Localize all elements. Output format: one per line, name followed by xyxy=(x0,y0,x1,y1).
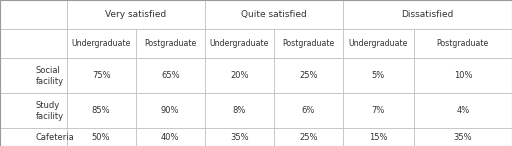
Text: Study
facility: Study facility xyxy=(36,101,64,121)
Bar xyxy=(274,128,343,146)
Bar xyxy=(414,29,512,58)
Text: 90%: 90% xyxy=(161,106,180,115)
Text: Quite satisfied: Quite satisfied xyxy=(241,10,307,19)
Text: 25%: 25% xyxy=(299,133,318,142)
Text: 4%: 4% xyxy=(456,106,470,115)
Bar xyxy=(136,58,205,93)
Bar xyxy=(205,58,274,93)
Bar xyxy=(136,128,205,146)
Bar xyxy=(274,58,343,93)
Text: 6%: 6% xyxy=(302,106,315,115)
Text: 75%: 75% xyxy=(92,71,111,80)
Bar xyxy=(67,128,136,146)
Text: 65%: 65% xyxy=(161,71,180,80)
Text: Undergraduate: Undergraduate xyxy=(72,39,131,48)
Text: Dissatisfied: Dissatisfied xyxy=(401,10,454,19)
Bar xyxy=(414,128,512,146)
Bar xyxy=(0,29,67,58)
Bar xyxy=(67,0,205,29)
Text: Postgraduate: Postgraduate xyxy=(144,39,197,48)
Bar xyxy=(67,93,136,128)
Text: 20%: 20% xyxy=(230,71,249,80)
Bar xyxy=(0,128,67,146)
Text: Postgraduate: Postgraduate xyxy=(437,39,489,48)
Text: 5%: 5% xyxy=(372,71,385,80)
Text: Very satisfied: Very satisfied xyxy=(105,10,166,19)
Bar xyxy=(343,29,414,58)
Text: 15%: 15% xyxy=(369,133,388,142)
Text: 85%: 85% xyxy=(92,106,111,115)
Text: 35%: 35% xyxy=(454,133,472,142)
Bar xyxy=(205,93,274,128)
Bar xyxy=(136,29,205,58)
Text: 10%: 10% xyxy=(454,71,472,80)
Text: Undergraduate: Undergraduate xyxy=(349,39,408,48)
Text: Social
facility: Social facility xyxy=(36,66,64,86)
Bar xyxy=(343,58,414,93)
Bar xyxy=(274,93,343,128)
Bar xyxy=(343,93,414,128)
Bar xyxy=(67,29,136,58)
Bar xyxy=(414,93,512,128)
Text: 25%: 25% xyxy=(299,71,318,80)
Bar xyxy=(67,58,136,93)
Bar xyxy=(414,58,512,93)
Text: Postgraduate: Postgraduate xyxy=(282,39,335,48)
Text: 35%: 35% xyxy=(230,133,249,142)
Text: Cafeteria: Cafeteria xyxy=(36,133,75,142)
Text: 50%: 50% xyxy=(92,133,111,142)
Bar xyxy=(0,0,67,29)
Bar xyxy=(205,0,343,29)
Bar xyxy=(274,29,343,58)
Bar xyxy=(0,58,67,93)
Bar xyxy=(343,128,414,146)
Bar xyxy=(205,29,274,58)
Bar xyxy=(0,93,67,128)
Text: Undergraduate: Undergraduate xyxy=(210,39,269,48)
Text: 8%: 8% xyxy=(232,106,246,115)
Bar xyxy=(343,0,512,29)
Bar xyxy=(136,93,205,128)
Text: 7%: 7% xyxy=(372,106,385,115)
Text: 40%: 40% xyxy=(161,133,180,142)
Bar xyxy=(205,128,274,146)
